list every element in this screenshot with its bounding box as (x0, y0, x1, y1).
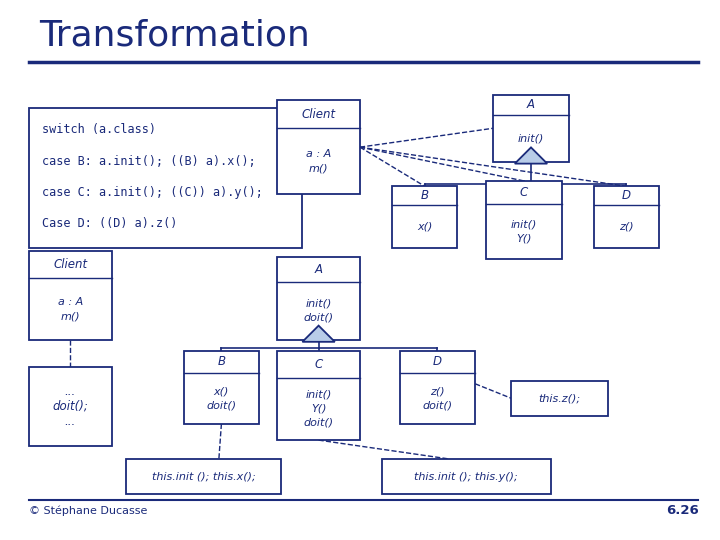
Bar (29, 251, 112, 340)
Bar (382, 459, 551, 494)
Text: case C: a.init(); ((C)) a).y();: case C: a.init(); ((C)) a).y(); (42, 186, 263, 199)
Text: ...
doit();
...: ... doit(); ... (53, 385, 88, 428)
Text: this.init (); this.x();: this.init (); this.x(); (151, 471, 256, 482)
Text: init()
doit(): init() doit() (304, 299, 333, 323)
Text: init(): init() (518, 133, 544, 144)
Text: Client: Client (302, 107, 336, 120)
Text: init()
Y()
doit(): init() Y() doit() (304, 390, 333, 428)
Text: Client: Client (53, 258, 87, 271)
Text: a : A
m(): a : A m() (306, 150, 331, 173)
Bar (486, 181, 562, 259)
Bar (493, 94, 569, 162)
Text: z()
doit(): z() doit() (423, 387, 452, 410)
Text: a : A
m(): a : A m() (58, 297, 83, 321)
Bar (29, 367, 112, 446)
Text: Case D: ((D) a).z(): Case D: ((D) a).z() (42, 217, 177, 230)
Polygon shape (302, 326, 335, 342)
Text: Transformation: Transformation (40, 19, 310, 53)
Bar (184, 351, 259, 424)
Text: x()
doit(): x() doit() (207, 387, 236, 410)
Text: D: D (433, 355, 442, 368)
Text: this.z();: this.z(); (539, 393, 581, 403)
Text: init()
Y(): init() Y() (510, 220, 537, 244)
Bar (277, 100, 360, 194)
Text: x(): x() (417, 221, 433, 232)
Text: © Stéphane Ducasse: © Stéphane Ducasse (29, 505, 147, 516)
Text: A: A (527, 98, 535, 111)
Polygon shape (515, 147, 547, 164)
Bar (392, 186, 457, 248)
Bar (126, 459, 281, 494)
Text: case B: a.init(); ((B) a).x();: case B: a.init(); ((B) a).x(); (42, 154, 256, 167)
Text: C: C (520, 186, 528, 199)
Bar (277, 351, 360, 440)
Bar (400, 351, 475, 424)
Text: 6.26: 6.26 (666, 504, 698, 517)
Bar (277, 256, 360, 340)
Text: C: C (315, 358, 323, 371)
Text: switch (a.class): switch (a.class) (42, 123, 156, 136)
Text: B: B (420, 189, 429, 202)
Text: B: B (217, 355, 225, 368)
Text: z(): z() (619, 221, 634, 232)
Bar (511, 381, 608, 416)
Bar (594, 186, 659, 248)
Text: D: D (622, 189, 631, 202)
Text: A: A (315, 262, 323, 275)
Bar (29, 108, 302, 248)
Text: this.init (); this.y();: this.init (); this.y(); (414, 471, 518, 482)
